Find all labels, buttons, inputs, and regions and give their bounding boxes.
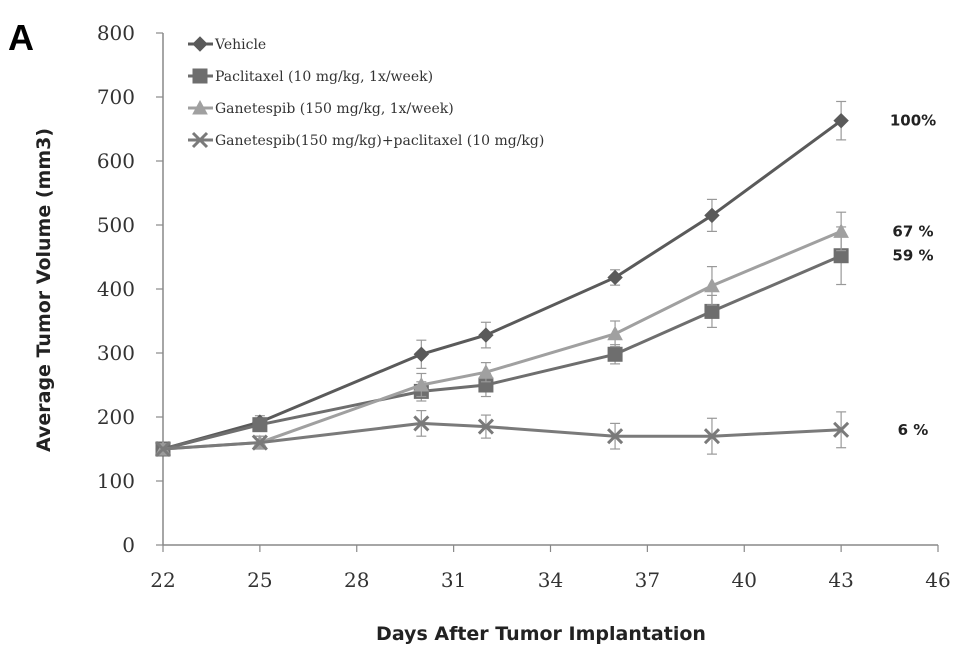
x-tick-label: 34: [538, 568, 563, 592]
series-line: [162, 230, 842, 451]
data-point: [251, 434, 268, 451]
data-point: [703, 428, 721, 445]
series-end-label: 100%: [890, 112, 936, 130]
x-tick-label: 40: [732, 568, 757, 592]
legend-label: Ganetespib(150 mg/kg)+paclitaxel (10 mg/…: [215, 133, 544, 149]
y-axis-title: Average Tumor Volume (mm3): [33, 128, 55, 452]
y-tick-label: 100: [97, 469, 135, 493]
legend-swatch-marker: [192, 68, 208, 84]
data-point: [607, 325, 623, 341]
series-3: 6 %: [154, 410, 929, 458]
legend-item: Ganetespib (150 mg/kg, 1x/week): [188, 99, 454, 117]
data-point: [478, 327, 494, 343]
panel-label: A: [8, 17, 34, 58]
data-point: [607, 269, 623, 286]
x-tick-label: 25: [247, 568, 272, 592]
data-point: [704, 303, 720, 319]
series-end-label: 6 %: [898, 421, 929, 439]
legend-label: Ganetespib (150 mg/kg, 1x/week): [215, 101, 454, 117]
x-tick-label: 46: [925, 568, 950, 592]
legend-swatch-marker: [192, 99, 208, 115]
legend-item: Paclitaxel (10 mg/kg, 1x/week): [188, 68, 433, 85]
data-point: [154, 440, 172, 458]
legend-label: Paclitaxel (10 mg/kg, 1x/week): [215, 69, 433, 85]
y-tick-label: 300: [97, 341, 135, 365]
series-end-label: 67 %: [892, 222, 933, 240]
x-tick-label: 28: [344, 568, 369, 592]
x-axis-title: Days After Tumor Implantation: [376, 623, 706, 645]
x-tick-label: 37: [635, 568, 660, 592]
data-point: [833, 223, 849, 238]
legend-swatch-marker: [192, 36, 208, 52]
data-point: [704, 277, 720, 293]
axes: 0 100 200 300 400 500 600 700 800 22 25 28 31 34 37 40 4…: [97, 21, 951, 592]
series-1: 59 %: [155, 226, 934, 457]
x-tick-label: 22: [150, 568, 175, 592]
data-point: [607, 346, 623, 362]
legend-swatch-marker: [191, 131, 209, 149]
data-point: [478, 364, 494, 379]
y-tick-label: 400: [97, 277, 135, 301]
data-point: [607, 428, 624, 445]
y-tick-label: 600: [97, 149, 135, 173]
data-point: [704, 207, 720, 224]
data-point: [833, 421, 850, 438]
data-point: [413, 415, 430, 432]
y-tick-label: 800: [97, 21, 135, 45]
x-tick-label: 31: [441, 568, 466, 592]
legend: Vehicle Paclitaxel (10 mg/kg, 1x/week) Gan…: [188, 36, 544, 149]
legend-label: Vehicle: [214, 37, 266, 53]
data-point: [833, 112, 849, 129]
plot-area: 100% 59 % 67 % 6 %: [154, 100, 936, 458]
series-0: 100%: [155, 100, 936, 457]
y-tick-label: 500: [97, 213, 135, 237]
y-tick-label: 200: [97, 405, 135, 429]
data-point: [477, 418, 494, 435]
series-line: [162, 119, 843, 451]
series-end-label: 59 %: [892, 247, 933, 265]
y-tick-label: 0: [122, 533, 135, 557]
data-point: [252, 417, 268, 433]
data-point: [413, 346, 430, 362]
series-2: 67 %: [155, 211, 934, 456]
x-tick-label: 43: [828, 568, 853, 592]
data-point: [413, 376, 430, 392]
legend-item: Vehicle: [188, 36, 266, 53]
y-tick-label: 700: [97, 85, 135, 109]
legend-item: Ganetespib(150 mg/kg)+paclitaxel (10 mg/…: [188, 131, 544, 149]
